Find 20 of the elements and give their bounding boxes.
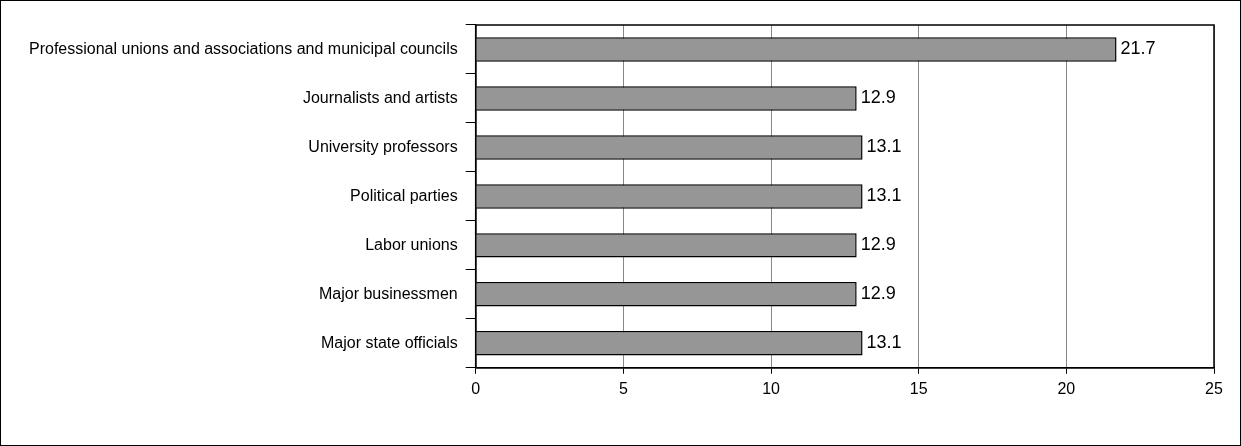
data-label: 13.1: [866, 332, 902, 353]
y-tick-label: Journalists and artists: [302, 88, 458, 106]
x-tick-label: 15: [909, 379, 928, 397]
y-tick-label: Professional unions and associations and municipal councils: [28, 39, 458, 57]
data-label: 12.9: [860, 283, 896, 304]
data-label: 12.9: [860, 234, 896, 255]
y-tick-label: Political parties: [350, 186, 458, 204]
x-tick-label: 20: [1057, 379, 1076, 397]
x-tick-label: 25: [1205, 379, 1223, 397]
y-tick-label: University professors: [308, 137, 458, 155]
y-tick-label: Labor unions: [365, 235, 458, 253]
data-label: 21.7: [1120, 38, 1156, 59]
data-label: 13.1: [866, 185, 902, 206]
x-tick-label: 10: [762, 379, 781, 397]
data-label: 13.1: [866, 136, 902, 157]
x-tick-label: 5: [618, 379, 628, 397]
data-label: 12.9: [860, 87, 896, 108]
y-tick-label: Major businessmen: [318, 284, 458, 302]
x-tick-label: 0: [471, 379, 481, 397]
y-tick-label: Major state officials: [321, 333, 458, 351]
